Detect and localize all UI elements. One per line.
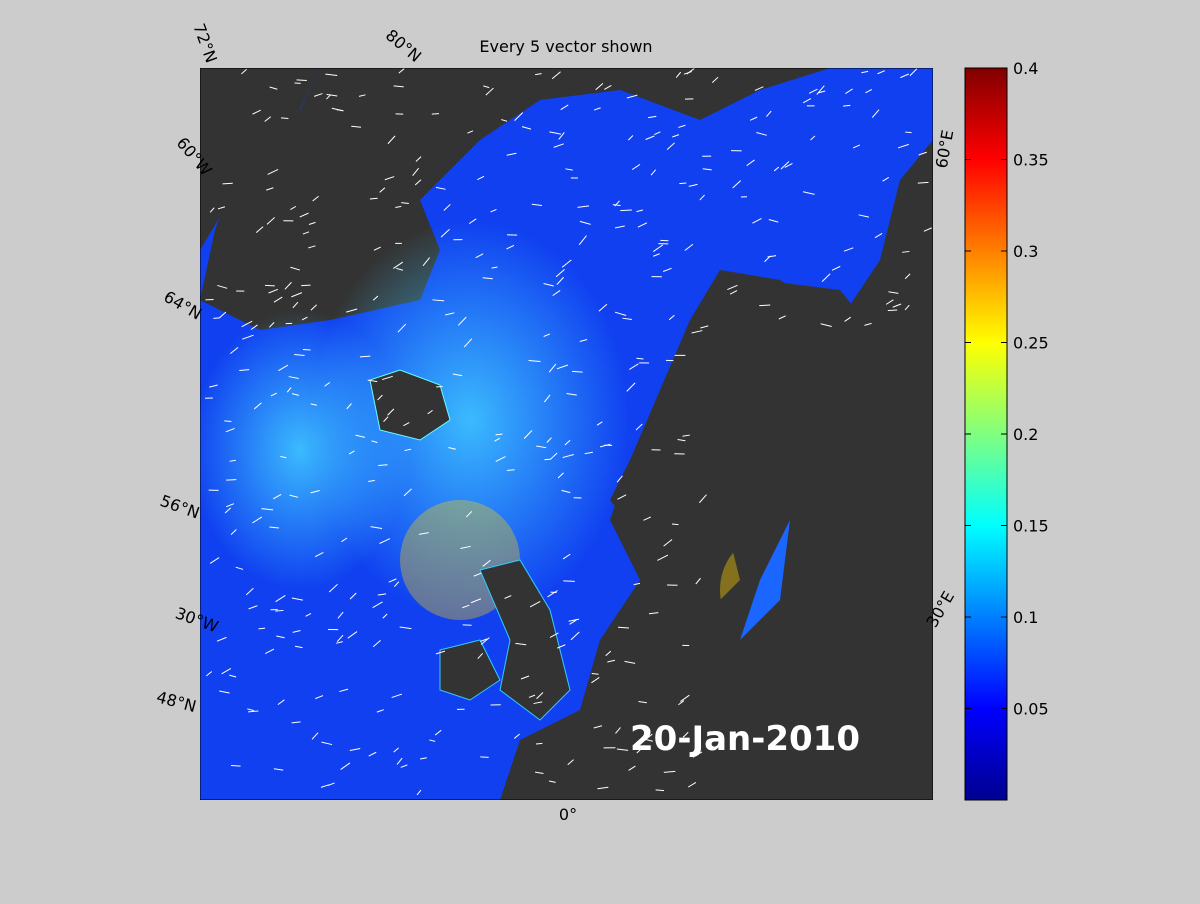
grid-label: 72°N — [189, 21, 221, 65]
date-label: 20-Jan-2010 — [630, 719, 860, 759]
vector — [888, 310, 897, 311]
vector — [370, 198, 378, 199]
vector — [679, 183, 686, 184]
vector — [281, 118, 288, 119]
vector — [226, 480, 236, 481]
vector — [672, 524, 678, 525]
vector — [843, 105, 850, 106]
grid-label: 48°N — [154, 687, 198, 716]
vector — [275, 610, 283, 611]
vector — [563, 581, 574, 582]
vector — [301, 285, 310, 286]
vector — [223, 183, 233, 184]
vector — [258, 628, 265, 629]
colorbar: 0.05 0.1 0.15 0.2 0.25 0.3 0.35 0.4 — [965, 59, 1049, 800]
current-zone — [190, 310, 410, 590]
vector — [636, 358, 643, 359]
vector — [480, 757, 488, 758]
vector — [265, 285, 275, 286]
colorbar-tick-label: 0.25 — [1013, 334, 1049, 353]
colorbar-tick-label: 0.2 — [1013, 425, 1038, 444]
colorbar-tick-label: 0.3 — [1013, 242, 1038, 261]
colorbar-tick-label: 0.15 — [1013, 517, 1049, 536]
vector — [536, 743, 542, 744]
vector — [231, 766, 240, 767]
colorbar-tick-label: 0.1 — [1013, 608, 1038, 627]
title: Every 5 vector shown — [479, 37, 652, 56]
grid-label: 64°N — [161, 287, 205, 324]
vector — [620, 210, 632, 211]
map — [190, 68, 933, 800]
vector — [572, 371, 583, 372]
grid-label: 0° — [559, 805, 577, 824]
colorbar-tick-label: 0.4 — [1013, 59, 1038, 78]
vector — [759, 305, 770, 306]
grid-label: 56°N — [158, 491, 202, 523]
grid-label: 60°E — [932, 128, 957, 169]
vector — [297, 80, 307, 81]
grid-label: 80°N — [382, 26, 425, 66]
colorbar-tick-label: 0.35 — [1013, 151, 1049, 170]
vector — [918, 182, 929, 183]
colorbar-tick-label: 0.05 — [1013, 700, 1049, 719]
vector — [224, 421, 231, 422]
colorbar-scale — [965, 68, 1007, 800]
vector — [436, 386, 442, 387]
vector — [905, 132, 911, 133]
